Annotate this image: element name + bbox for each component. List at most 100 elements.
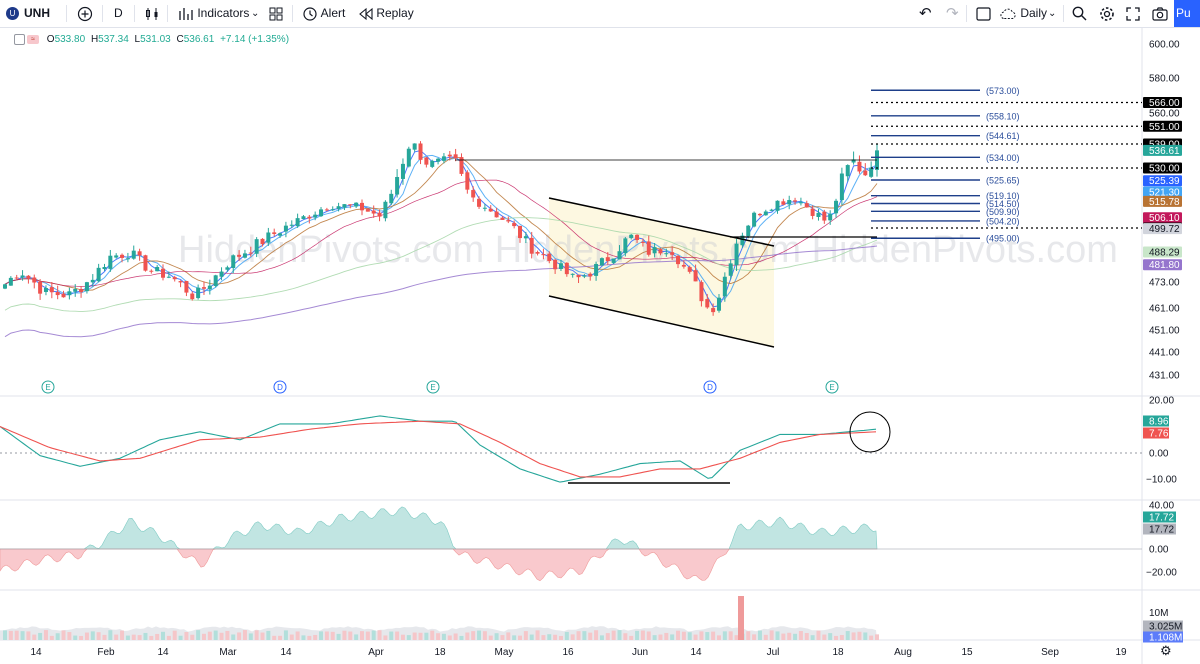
- timeframe-button[interactable]: Daily: [999, 0, 1047, 27]
- volume-bar: [412, 632, 417, 640]
- oscillator-positive-area: [0, 506, 878, 550]
- channel-lower-line: [548, 295, 775, 348]
- axis-settings-gear-icon[interactable]: ⚙: [1160, 643, 1172, 658]
- candle-body: [79, 288, 84, 293]
- price-axis-label-bg: [1143, 212, 1182, 224]
- candle-body: [231, 255, 236, 269]
- visibility-eye-icon[interactable]: [14, 34, 25, 45]
- high-label: H: [90, 34, 99, 46]
- volume-bar: [875, 634, 879, 640]
- candle-body: [477, 198, 482, 207]
- time-axis-tick: Mar: [219, 647, 237, 658]
- oscillator-axis-label: 17.72: [1149, 525, 1174, 536]
- channel-upper-line: [548, 197, 775, 247]
- indicators-button[interactable]: Indicators: [178, 0, 249, 27]
- candle-body: [219, 271, 224, 277]
- price-axis-label-bg: [1143, 144, 1182, 156]
- candle-body: [131, 250, 136, 259]
- volume-bar: [711, 631, 716, 640]
- candle-body: [213, 275, 218, 287]
- candle-body: [512, 223, 517, 227]
- timeframe-dropdown-icon[interactable]: ⌄: [1048, 8, 1057, 19]
- volume-bar: [705, 632, 710, 640]
- candle-body: [635, 234, 640, 241]
- time-axis-tick: 14: [280, 647, 292, 658]
- series-settings-icon[interactable]: ≈: [27, 35, 39, 44]
- interval-button[interactable]: D: [114, 6, 123, 20]
- candle-body: [301, 216, 306, 219]
- volume-bar: [278, 635, 283, 640]
- candle-body: [553, 259, 558, 270]
- search-icon[interactable]: [1072, 0, 1087, 27]
- undo-icon[interactable]: ↶: [919, 5, 932, 22]
- volume-bar: [84, 632, 89, 640]
- price-axis-label: 536.61: [1149, 146, 1180, 157]
- volume-bar: [283, 630, 288, 640]
- volume-bar: [553, 634, 558, 640]
- candle-body: [395, 176, 400, 195]
- candle-body: [67, 291, 72, 296]
- oscillator-axis-label-bg: [1143, 511, 1176, 523]
- candle-body: [529, 237, 534, 254]
- candle-body: [687, 267, 692, 272]
- snapshot-camera-icon[interactable]: [1152, 0, 1168, 27]
- candle-body: [523, 236, 528, 239]
- candle-body: [336, 206, 341, 209]
- volume-bar: [570, 634, 575, 640]
- oscillator-axis-tick: −20.00: [1146, 568, 1177, 579]
- candle-body: [38, 281, 43, 294]
- volume-bar: [810, 635, 815, 640]
- candle-body: [681, 264, 686, 267]
- layout-icon[interactable]: [976, 0, 991, 27]
- candle-type-icon[interactable]: [144, 0, 160, 27]
- open-label: O: [46, 34, 55, 46]
- volume-bar: [377, 630, 382, 640]
- candle-body: [506, 220, 511, 222]
- volume-bar: [728, 631, 733, 640]
- price-chart[interactable]: HiddenPivots.com HiddenPivots.com Hidden…: [0, 28, 1200, 664]
- event-marker: [273, 380, 287, 394]
- cloud-icon: [1000, 8, 1016, 19]
- volume-bar: [804, 632, 809, 640]
- volume-bar: [793, 633, 798, 640]
- compare-plus-icon[interactable]: [77, 0, 93, 27]
- time-axis-tick: 15: [961, 647, 973, 658]
- volume-bar: [775, 631, 780, 640]
- alert-button[interactable]: Alert: [302, 0, 345, 27]
- candle-body: [49, 287, 54, 293]
- redo-icon[interactable]: ↷: [946, 5, 959, 22]
- volume-bar: [137, 635, 142, 640]
- fib-level-label: (504.20): [986, 216, 1020, 226]
- volume-bar: [670, 634, 675, 640]
- candle-body: [752, 212, 757, 227]
- symbol-search-button[interactable]: UNH: [24, 6, 50, 20]
- volume-bar: [166, 635, 171, 640]
- candle-body: [190, 293, 195, 300]
- volume-bar: [342, 630, 347, 640]
- fib-level-label: (509.90): [986, 207, 1020, 217]
- candle-body: [8, 277, 13, 286]
- volume-bar: [348, 631, 353, 640]
- candle-body: [781, 201, 786, 205]
- indicators-dropdown-icon[interactable]: ⌄: [251, 8, 260, 19]
- candle-body: [810, 208, 815, 216]
- candle-body: [535, 252, 540, 254]
- candle-body: [599, 258, 604, 266]
- candle-body: [447, 154, 452, 157]
- volume-bar: [8, 630, 13, 640]
- volume-bar: [857, 631, 862, 640]
- time-axis-tick: Jun: [632, 647, 648, 658]
- publish-button[interactable]: Pu: [1174, 0, 1200, 27]
- time-axis-tick: Jul: [767, 647, 780, 658]
- price-axis-label: 566.00: [1149, 98, 1180, 109]
- volume-bar: [769, 630, 774, 640]
- fullscreen-icon[interactable]: [1126, 0, 1140, 27]
- candle-body: [541, 254, 546, 256]
- candle-body: [20, 275, 25, 278]
- price-axis-label-bg: [1143, 97, 1182, 108]
- volume-bar: [834, 635, 839, 640]
- settings-gear-icon[interactable]: [1099, 0, 1115, 27]
- replay-button[interactable]: Replay: [357, 0, 414, 27]
- templates-icon[interactable]: [269, 0, 283, 27]
- price-axis-label: 499.72: [1149, 224, 1180, 235]
